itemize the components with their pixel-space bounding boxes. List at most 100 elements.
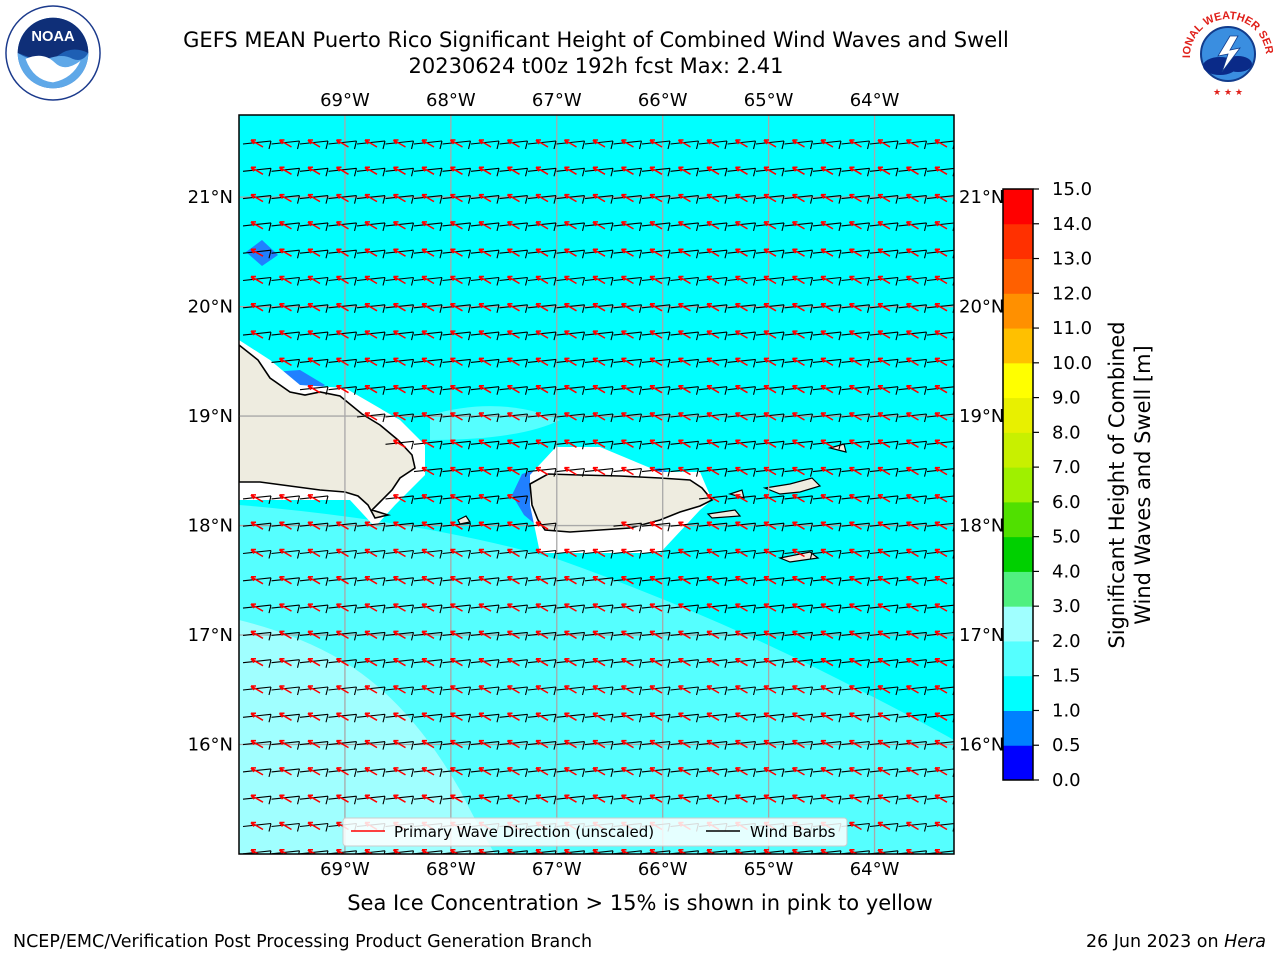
wave-direction-arrow (649, 303, 663, 312)
wind-barb (755, 577, 785, 586)
wind-barb (898, 522, 928, 532)
wind-barb (442, 276, 472, 286)
wind-barb (328, 522, 358, 532)
wave-direction-arrow (649, 657, 663, 667)
wind-barb (499, 167, 529, 177)
wind-barb (641, 577, 671, 586)
wave-direction-arrow (934, 193, 948, 203)
wind-barb (698, 167, 728, 177)
wind-barb (869, 440, 899, 450)
wave-direction-arrow (820, 576, 834, 585)
wind-barb (784, 713, 814, 723)
wave-direction-arrow (307, 275, 321, 285)
wind-barb (812, 140, 842, 150)
wave-direction-arrow (905, 439, 919, 448)
colorbar-segment (1003, 362, 1033, 399)
wind-barb (413, 522, 443, 532)
wind-barb (385, 795, 415, 805)
wind-barb (271, 331, 301, 341)
wave-direction-arrow (848, 139, 862, 148)
wind-barb (442, 795, 472, 805)
wind-barb (670, 140, 700, 150)
wind-barb (698, 577, 728, 586)
wave-direction-arrow (478, 357, 492, 367)
wind-barb (499, 577, 529, 586)
wind-barb (442, 249, 472, 259)
wind-barb (898, 140, 928, 150)
wave-direction-arrow (934, 384, 948, 394)
wave-direction-arrow (392, 193, 406, 203)
wind-barb (898, 468, 928, 477)
wave-direction-arrow (734, 630, 748, 640)
wind-barb (698, 331, 728, 341)
wind-barb (556, 140, 586, 150)
wind-barb (470, 331, 500, 341)
wind-barb (613, 631, 643, 641)
wind-barb (869, 358, 899, 368)
wave-direction-arrow (848, 275, 862, 285)
wind-barb (271, 741, 301, 750)
wind-barb (556, 604, 586, 614)
wind-barb (413, 331, 443, 341)
wave-direction-arrow (820, 384, 834, 394)
wave-direction-arrow (592, 275, 606, 285)
wind-barb (356, 577, 386, 586)
wave-direction-arrow (620, 685, 634, 694)
lat-tick-left: 17°N (188, 625, 233, 646)
wave-height-band-2-0 (239, 620, 495, 854)
wind-barb (299, 495, 329, 505)
footer-credit: NCEP/EMC/Verification Post Processing Pr… (13, 932, 593, 952)
wind-barb (385, 440, 415, 450)
wind-barb (613, 167, 643, 177)
wind-barb (869, 631, 899, 641)
wave-direction-arrow (335, 657, 349, 667)
wave-direction-arrow (706, 303, 720, 312)
wind-barb (698, 413, 728, 423)
wave-direction-arrow (592, 221, 606, 230)
wave-direction-arrow (649, 248, 663, 257)
wave-direction-arrow (905, 193, 919, 203)
wave-direction-arrow (734, 412, 748, 421)
wave-direction-arrow (364, 603, 378, 612)
wave-direction-arrow (791, 357, 805, 367)
wind-barb (584, 468, 614, 477)
wave-direction-arrow (392, 275, 406, 285)
wave-direction-arrow (649, 139, 663, 148)
wind-barb (271, 195, 301, 204)
wind-barb (442, 140, 472, 150)
wave-direction-arrow (592, 303, 606, 312)
wind-barb (385, 713, 415, 723)
wave-direction-arrow (677, 794, 691, 803)
wind-barb (584, 140, 614, 150)
wave-direction-arrow (763, 657, 777, 667)
wave-direction-arrow (848, 821, 862, 831)
wind-barb (613, 276, 643, 286)
wind-barb (641, 713, 671, 723)
wind-barb (499, 468, 529, 477)
colorbar-tick-label: 11.0 (1052, 318, 1092, 339)
footer-host: Hera (1224, 932, 1266, 952)
colorbar-segment (1003, 675, 1033, 711)
wave-direction-arrow (820, 794, 834, 803)
map-subtitle: 20230624 t00z 192h fcst Max: 2.41 (408, 54, 784, 78)
wave-direction-arrow (734, 275, 748, 285)
wind-barb (470, 468, 500, 477)
wind-barb (385, 741, 415, 750)
wave-direction-arrow (877, 412, 891, 421)
wind-barb (898, 276, 928, 286)
wind-barb (385, 577, 415, 586)
wind-barb (470, 140, 500, 150)
wave-direction-arrow (592, 139, 606, 148)
wave-direction-arrow (620, 521, 634, 530)
wind-barb (841, 331, 871, 341)
wind-barb (898, 495, 928, 505)
wave-direction-arrow (905, 494, 919, 503)
wind-barb (470, 276, 500, 286)
wave-direction-arrow (278, 330, 292, 339)
wind-barb (299, 522, 329, 532)
wave-direction-arrow (563, 739, 577, 749)
wave-direction-arrow (791, 494, 805, 503)
wave-direction-arrow (535, 330, 549, 339)
wind-barb (242, 768, 272, 778)
wave-direction-arrow (307, 494, 321, 503)
